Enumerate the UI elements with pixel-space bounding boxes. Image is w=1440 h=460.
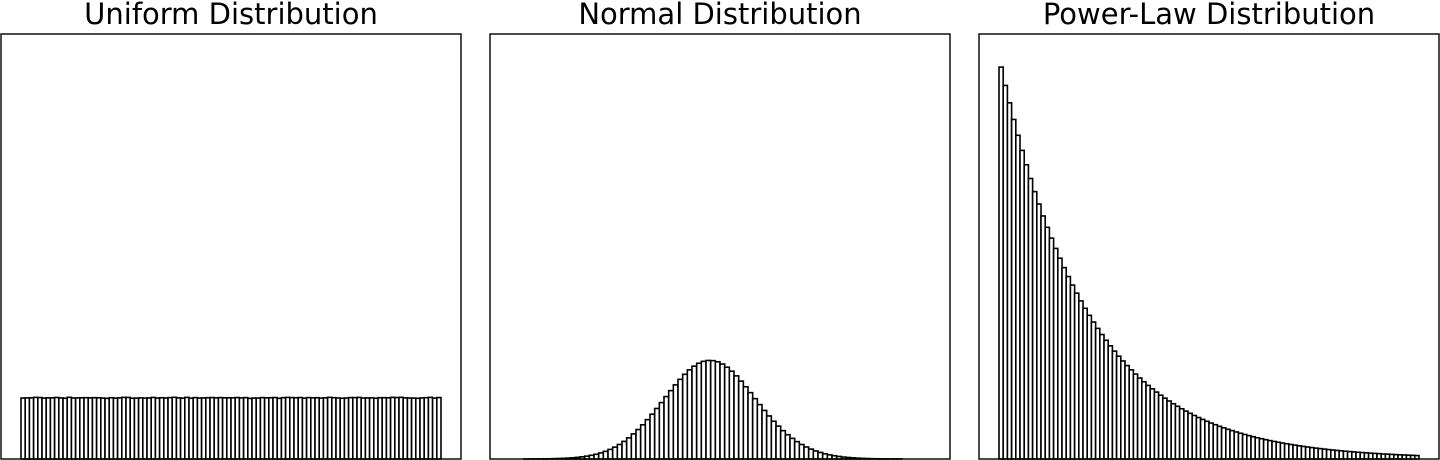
normal-histogram-panel: Normal Distribution: [489, 0, 951, 460]
uniform-histogram-panel: Uniform Distribution: [0, 0, 462, 460]
panel-title-normal: Normal Distribution: [578, 0, 861, 31]
power-law-plot-frame: [978, 33, 1440, 460]
normal-plot-frame: [489, 33, 951, 460]
power-law-histogram-panel: Power-Law Distribution: [978, 0, 1440, 460]
uniform-histogram-bar: [435, 396, 442, 460]
power-law-bars: [998, 66, 1420, 460]
uniform-plot-frame: [0, 33, 462, 460]
panel-title-power-law: Power-Law Distribution: [1043, 0, 1375, 31]
panel-title-uniform: Uniform Distribution: [84, 0, 378, 31]
uniform-bars: [20, 396, 442, 460]
normal-bars: [523, 359, 903, 460]
